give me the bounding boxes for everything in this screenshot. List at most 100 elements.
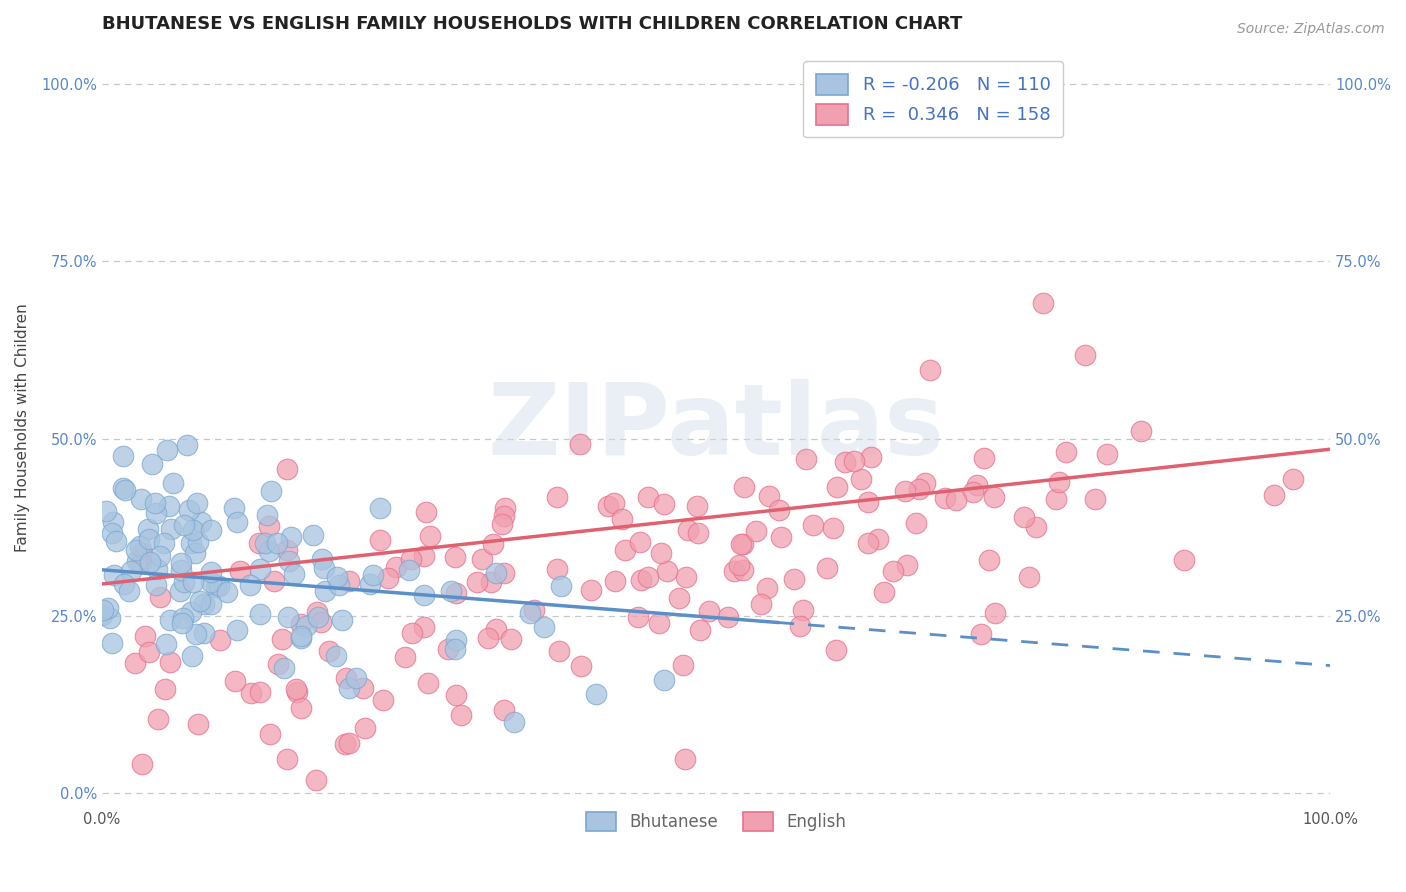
- Point: [613, 542, 636, 557]
- Point: [627, 610, 650, 624]
- Point: [733, 480, 755, 494]
- Point: [305, 605, 328, 619]
- Point: [368, 500, 391, 515]
- Point: [717, 610, 740, 624]
- Point: [384, 560, 406, 574]
- Point: [533, 620, 555, 634]
- Point: [368, 533, 391, 548]
- Point: [548, 644, 571, 658]
- Point: [966, 478, 988, 492]
- Point: [290, 700, 312, 714]
- Point: [325, 570, 347, 584]
- Point: [731, 563, 754, 577]
- Point: [851, 472, 873, 486]
- Point: [101, 516, 124, 530]
- Point: [337, 574, 360, 588]
- Point: [312, 561, 335, 575]
- Point: [172, 615, 194, 630]
- Point: [188, 593, 211, 607]
- Point: [173, 518, 195, 533]
- Point: [131, 491, 153, 506]
- Point: [450, 707, 472, 722]
- Point: [675, 570, 697, 584]
- Point: [159, 613, 181, 627]
- Point: [398, 563, 420, 577]
- Point: [789, 619, 811, 633]
- Point: [249, 685, 271, 699]
- Point: [208, 579, 231, 593]
- Point: [193, 597, 215, 611]
- Point: [249, 536, 271, 550]
- Point: [224, 500, 246, 515]
- Point: [190, 515, 212, 529]
- Point: [825, 479, 848, 493]
- Point: [758, 489, 780, 503]
- Point: [945, 493, 967, 508]
- Point: [728, 558, 751, 572]
- Point: [471, 551, 494, 566]
- Point: [138, 555, 160, 569]
- Point: [162, 476, 184, 491]
- Point: [444, 550, 467, 565]
- Point: [1054, 444, 1077, 458]
- Point: [170, 556, 193, 570]
- Point: [962, 485, 984, 500]
- Point: [503, 714, 526, 729]
- Point: [180, 536, 202, 550]
- Point: [98, 610, 121, 624]
- Point: [91, 603, 114, 617]
- Point: [873, 585, 896, 599]
- Point: [257, 519, 280, 533]
- Point: [444, 586, 467, 600]
- Point: [415, 505, 437, 519]
- Point: [419, 529, 441, 543]
- Point: [228, 564, 250, 578]
- Point: [153, 682, 176, 697]
- Point: [311, 552, 333, 566]
- Point: [630, 573, 652, 587]
- Point: [149, 590, 172, 604]
- Point: [801, 517, 824, 532]
- Point: [598, 499, 620, 513]
- Point: [146, 562, 169, 576]
- Point: [444, 632, 467, 647]
- Point: [267, 657, 290, 672]
- Point: [894, 484, 917, 499]
- Point: [815, 561, 838, 575]
- Point: [217, 585, 239, 599]
- Point: [610, 512, 633, 526]
- Point: [637, 490, 659, 504]
- Point: [602, 496, 624, 510]
- Point: [650, 546, 672, 560]
- Point: [769, 530, 792, 544]
- Point: [465, 574, 488, 589]
- Point: [1014, 510, 1036, 524]
- Point: [224, 673, 246, 688]
- Point: [276, 543, 298, 558]
- Point: [159, 523, 181, 537]
- Point: [394, 650, 416, 665]
- Point: [273, 661, 295, 675]
- Point: [159, 656, 181, 670]
- Point: [412, 549, 434, 563]
- Point: [193, 625, 215, 640]
- Point: [266, 535, 288, 549]
- Point: [335, 671, 357, 685]
- Text: ZIPatlas: ZIPatlas: [488, 379, 945, 476]
- Point: [127, 554, 149, 568]
- Point: [569, 658, 592, 673]
- Point: [1173, 553, 1195, 567]
- Point: [249, 562, 271, 576]
- Point: [359, 576, 381, 591]
- Point: [318, 644, 340, 658]
- Point: [187, 717, 209, 731]
- Point: [253, 536, 276, 550]
- Point: [200, 523, 222, 537]
- Point: [226, 623, 249, 637]
- Point: [1282, 472, 1305, 486]
- Point: [284, 681, 307, 696]
- Point: [689, 623, 711, 637]
- Point: [181, 575, 204, 590]
- Point: [170, 563, 193, 577]
- Point: [444, 688, 467, 702]
